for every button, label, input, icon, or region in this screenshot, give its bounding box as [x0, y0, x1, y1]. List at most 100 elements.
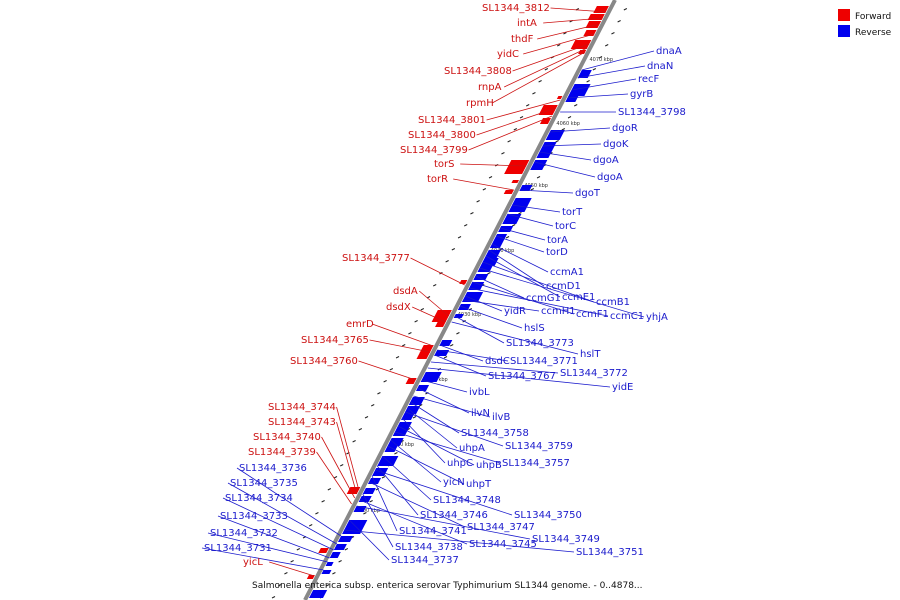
scale-dash: [364, 416, 369, 419]
scale-dash: [488, 176, 493, 179]
scale-dash: [308, 524, 313, 527]
scale-dash: [408, 332, 412, 335]
gene-label-gyrb: gyrB: [630, 89, 653, 100]
scale-dash: [470, 212, 474, 215]
gene-label-sl1344-3777: SL1344_3777: [342, 253, 410, 264]
scale-dash: [325, 584, 330, 587]
leader-line: [344, 529, 575, 553]
gene-label-torr: torR: [427, 174, 448, 185]
gene-label-tord: torD: [546, 247, 568, 258]
forward-gene-block: [570, 40, 592, 49]
scale-dash: [394, 452, 398, 455]
gene-label-sl1344-3744: SL1344_3744: [268, 402, 336, 413]
gene-label-yidc: yidC: [497, 49, 519, 60]
forward-gene-block: [435, 322, 446, 327]
leader-line: [387, 445, 465, 485]
gene-label-sl1344-3757: SL1344_3757: [502, 458, 570, 469]
leader-line: [468, 115, 553, 151]
gene-label-sl1344-3765: SL1344_3765: [301, 335, 369, 346]
scale-dash: [457, 236, 462, 239]
gene-label-ccmg1: ccmG1: [526, 293, 561, 304]
leader-line: [519, 189, 574, 194]
gene-label-dgot: dgoT: [575, 188, 601, 199]
gene-label-ilvn: ilvN: [471, 408, 490, 419]
gene-label-sl1344-3808: SL1344_3808: [444, 66, 512, 77]
gene-label-dsda: dsdA: [393, 286, 418, 297]
gene-label-ccme1: ccmE1: [562, 292, 595, 303]
reverse-gene-block: [415, 385, 430, 391]
reverse-gene-block: [337, 536, 354, 542]
gene-label-sl1344-3798: SL1344_3798: [618, 107, 686, 118]
gene-label-thdf: thdF: [511, 34, 534, 45]
leader-line: [369, 339, 431, 353]
leader-line: [476, 107, 557, 136]
gene-label-dsdc: dsdC: [485, 356, 510, 367]
leader-line: [454, 315, 505, 344]
gene-label-ilvb: ilvB: [492, 412, 510, 423]
scale-dash: [358, 428, 363, 431]
forward-gene-block: [556, 96, 563, 99]
leader-line: [227, 482, 338, 545]
gene-label-torc: torC: [555, 221, 576, 232]
gene-label-sl1344-3799: SL1344_3799: [400, 145, 468, 156]
gene-label-dnan: dnaN: [647, 61, 673, 72]
gene-label-tora: torA: [547, 235, 568, 246]
scale-dash: [418, 404, 423, 407]
gene-label-tors: torS: [434, 159, 455, 170]
leader-line: [368, 481, 466, 528]
gene-label-sl1344-3738: SL1344_3738: [395, 542, 463, 553]
gene-label-yidr: yidR: [504, 306, 526, 317]
leader-line: [492, 51, 586, 104]
reverse-gene-block: [325, 562, 334, 566]
leader-line: [217, 515, 330, 559]
scale-dash: [375, 488, 380, 491]
scale-dash: [451, 248, 456, 251]
reverse-gene-block: [309, 590, 328, 598]
leader-line: [567, 93, 629, 99]
reverse-gene-block: [568, 84, 591, 96]
scale-dash: [344, 548, 349, 551]
gene-label-sl1344-3733: SL1344_3733: [220, 511, 288, 522]
gene-label-yhja: yhjA: [646, 312, 668, 323]
forward-gene-block: [504, 160, 530, 174]
gene-label-dsdx: dsdX: [386, 302, 411, 313]
scale-dash: [284, 572, 288, 575]
scale-dash: [605, 44, 609, 47]
leader-line: [500, 227, 546, 241]
leader-line: [349, 519, 390, 561]
gene-label-sl1344-3740: SL1344_3740: [253, 432, 321, 443]
reverse-gene-block: [408, 397, 425, 405]
gene-label-sl1344-3801: SL1344_3801: [418, 115, 486, 126]
leader-line: [475, 275, 525, 299]
scale-dash: [412, 416, 417, 419]
tick-label: 4010 kbp: [391, 442, 415, 448]
leader-line: [472, 281, 575, 315]
scale-dash: [555, 140, 559, 143]
scale-dash: [339, 464, 344, 467]
tick-label: 4050 kbp: [524, 183, 548, 189]
legend-forward-label: Forward: [855, 12, 891, 22]
leader-line: [321, 436, 356, 499]
gene-label-rpmh: rpmH: [466, 98, 494, 109]
reverse-gene-block: [530, 160, 548, 170]
scale-dash: [290, 560, 294, 563]
gene-label-sl1344-3750: SL1344_3750: [514, 510, 582, 521]
scale-dash: [530, 188, 535, 191]
leader-line: [362, 493, 394, 548]
legend-forward-swatch: [838, 9, 850, 21]
scale-dash: [536, 176, 541, 179]
scale-dash: [321, 500, 325, 503]
gene-label-inta: intA: [517, 18, 537, 29]
scale-dash: [395, 356, 400, 359]
gene-label-hslt: hslT: [580, 349, 601, 360]
leader-line: [571, 78, 637, 91]
scale-dash: [476, 200, 480, 203]
gene-label-emrd: emrD: [346, 319, 374, 330]
reverse-gene-block: [384, 446, 398, 452]
gene-label-sl1344-3760: SL1344_3760: [290, 356, 358, 367]
leader-line: [512, 204, 561, 213]
tick-label: 4000 kbp: [356, 508, 380, 514]
scale-dash: [623, 8, 628, 11]
leader-line: [537, 23, 600, 40]
